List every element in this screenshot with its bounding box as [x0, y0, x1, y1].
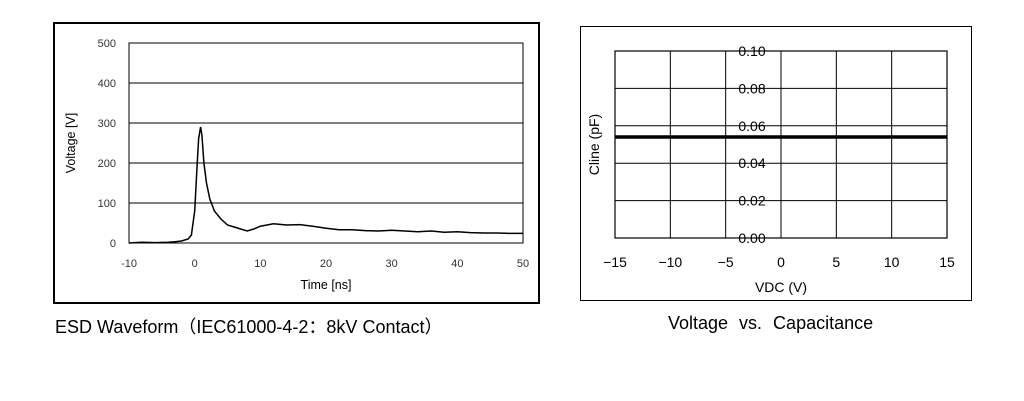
- esd-x-tick-label: 0: [192, 258, 198, 270]
- esd-chart-panel: 0 100 200 300 400 500 -10 0 10 20 30 40 50 Time [ns…: [53, 22, 540, 304]
- esd-y-tick-label: 100: [98, 198, 116, 210]
- esd-series-line: [128, 126, 523, 244]
- esd-y-tick-label: 300: [98, 118, 116, 130]
- esd-x-tick-label: 20: [320, 258, 332, 270]
- esd-x-tick-label: -10: [121, 258, 137, 270]
- esd-x-tick-label: 50: [517, 258, 529, 270]
- esd-waveform-chart: 0 100 200 300 400 500 -10 0 10 20 30 40 50 Time [ns…: [64, 38, 529, 292]
- cv-chart-panel: 0.00 0.02 0.04 0.06 0.08 0.10 −15 −10 −5 0 5 10 15 …: [580, 26, 972, 301]
- esd-chart-caption: ESD Waveform（IEC61000-4-2：8kV Contact）: [55, 317, 443, 337]
- cv-y-axis-label: Cline (pF): [586, 114, 602, 175]
- esd-x-axis-label: Time [ns]: [301, 278, 352, 292]
- esd-y-tick-label: 500: [98, 38, 116, 50]
- cv-x-tick-label: 10: [884, 254, 900, 270]
- cv-x-axis-label: VDC (V): [755, 279, 807, 295]
- esd-y-axis-label: Voltage [V]: [64, 113, 78, 173]
- cv-x-tick-label: −5: [718, 254, 734, 270]
- esd-x-tick-label: 40: [451, 258, 463, 270]
- cv-y-tick-label: 0.00: [738, 230, 765, 246]
- cv-y-tick-label: 0.06: [738, 118, 765, 134]
- esd-y-tick-label: 0: [110, 238, 116, 250]
- cv-y-tick-label: 0.08: [738, 80, 765, 96]
- cv-x-tick-label: 5: [832, 254, 840, 270]
- cv-x-tick-label: −10: [658, 254, 682, 270]
- cv-y-tick-label: 0.02: [738, 193, 765, 209]
- cv-y-tick-label: 0.04: [738, 155, 765, 171]
- cv-x-tick-label: 15: [939, 254, 955, 270]
- cv-x-tick-label: −15: [603, 254, 627, 270]
- esd-x-tick-label: 30: [386, 258, 398, 270]
- esd-y-tick-label: 200: [98, 158, 116, 170]
- voltage-capacitance-chart: 0.000.020.040.060.080.10 −15 −10 −5 0 5 10 15 …: [586, 43, 955, 295]
- esd-y-tick-label: 400: [98, 78, 116, 90]
- esd-x-tick-label: 10: [254, 258, 266, 270]
- esd-plot-frame: [128, 42, 524, 244]
- cv-y-tick-label: 0.10: [738, 43, 765, 59]
- cv-x-tick-label: 0: [777, 254, 785, 270]
- cv-chart-caption: Voltage vs. Capacitance: [668, 313, 874, 333]
